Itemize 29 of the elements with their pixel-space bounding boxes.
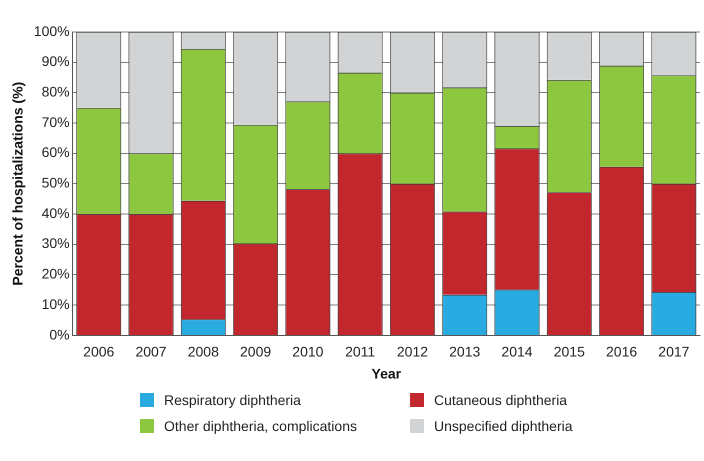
y-tick-label: 50%	[42, 174, 70, 191]
y-tick-label: 40%	[42, 204, 70, 221]
x-tick-label: 2006	[83, 344, 115, 360]
x-tick-label: 2014	[501, 344, 533, 360]
x-axis-title: Year	[372, 365, 402, 382]
x-tick-label: 2008	[188, 344, 220, 360]
x-tick-label: 2010	[292, 344, 324, 360]
x-tick-label: 2017	[658, 344, 690, 360]
y-tick-label: 20%	[42, 266, 70, 282]
y-tick-label: 70%	[42, 114, 70, 130]
y-tick-label: 60%	[42, 144, 70, 160]
x-tick-label: 2016	[606, 344, 638, 360]
y-tick-label: 10%	[42, 296, 70, 312]
x-tick-label: 2013	[449, 344, 481, 360]
x-tick-label: 2011	[345, 344, 376, 360]
legend-label: Other diphtheria, complications	[164, 418, 357, 434]
y-tick-label: 80%	[42, 84, 70, 100]
x-tick-label: 2015	[554, 344, 586, 360]
legend-label: Unspecified diphtheria	[434, 418, 573, 434]
y-tick-label: 30%	[42, 235, 70, 252]
x-tick-label: 2009	[240, 344, 272, 360]
x-tick-label: 2012	[396, 344, 428, 360]
legend-label: Cutaneous diphtheria	[434, 392, 568, 408]
x-tick-label: 2007	[135, 344, 167, 360]
y-tick-label: 0%	[49, 326, 70, 342]
legend-label: Respiratory diphtheria	[164, 392, 301, 408]
y-tick-label: 100%	[34, 22, 70, 39]
y-tick-label: 90%	[42, 53, 70, 70]
y-axis-title: Percent of hospitalizations (%)	[9, 82, 26, 286]
